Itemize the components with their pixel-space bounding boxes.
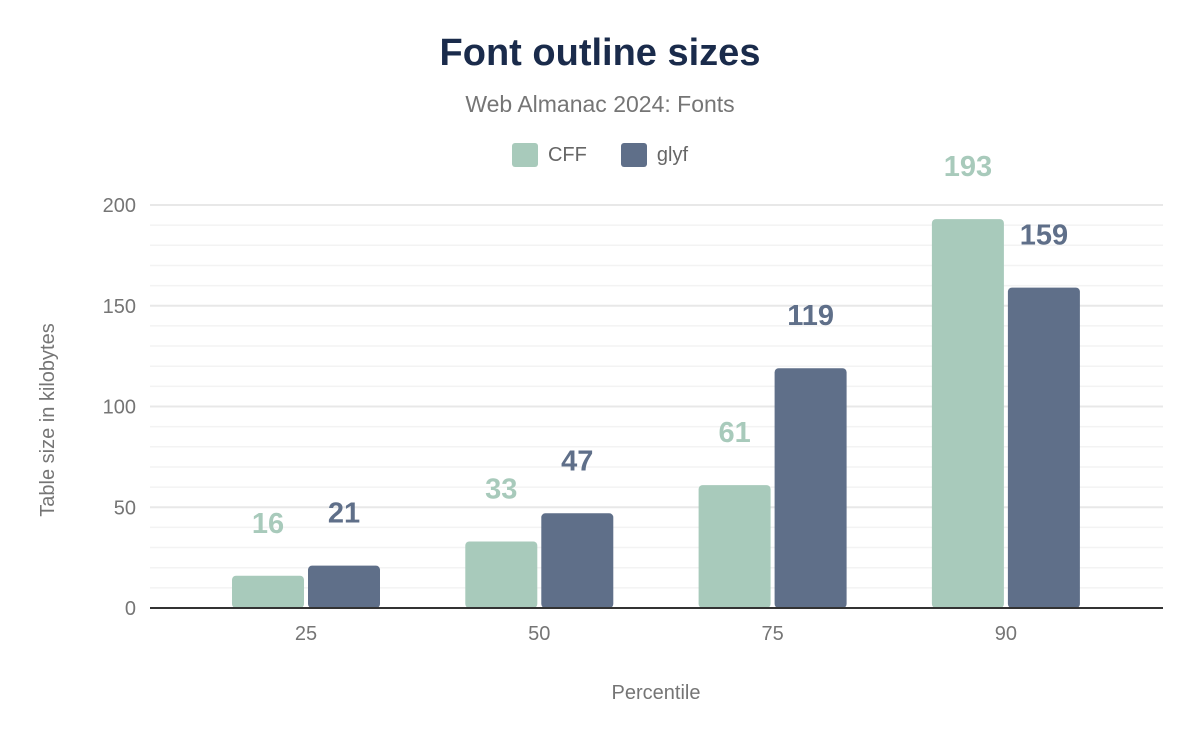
bar-glyf (541, 513, 614, 608)
bar-cff (465, 541, 538, 608)
y-tick-label: 200 (103, 195, 136, 217)
chart-subtitle: Web Almanac 2024: Fonts (465, 91, 735, 117)
x-axis-label: Percentile (612, 682, 701, 704)
legend-label-glyf: glyf (656, 143, 688, 166)
data-label-glyf: 21 (328, 498, 360, 530)
y-tick-label: 0 (125, 598, 136, 620)
x-tick-label: 25 (295, 623, 317, 645)
x-tick-label: 50 (528, 623, 550, 645)
bar-cff (232, 575, 304, 608)
x-tick-label: 90 (995, 623, 1017, 645)
legend-item-cff[interactable]: CFF (511, 143, 587, 167)
data-label-cff: 61 (718, 417, 750, 449)
y-tick-label: 50 (114, 497, 136, 519)
y-tick-label: 100 (103, 397, 136, 419)
legend-swatch-glyf (620, 143, 647, 167)
bar-glyf (774, 368, 847, 608)
data-label-cff: 16 (252, 508, 284, 540)
bar-cff (931, 219, 1004, 609)
x-tick-label: 75 (761, 623, 783, 645)
y-tick-label: 150 (103, 296, 136, 318)
data-label-cff: 33 (485, 474, 517, 506)
bar-glyf (1007, 287, 1080, 608)
data-label-glyf: 159 (1020, 220, 1068, 252)
data-label-glyf: 47 (561, 445, 593, 477)
data-label-cff: 193 (944, 151, 992, 183)
bar-cff (698, 485, 771, 608)
legend-label-cff: CFF (547, 143, 587, 166)
chart-title: Font outline sizes (439, 32, 761, 74)
bar-glyf (308, 565, 380, 608)
legend-swatch-cff (511, 143, 538, 167)
data-label-glyf: 119 (787, 300, 834, 332)
y-axis-label: Table size in kilobytes (37, 323, 59, 516)
legend: CFF glyf (0, 143, 1200, 167)
legend-item-glyf[interactable]: glyf (620, 143, 688, 167)
